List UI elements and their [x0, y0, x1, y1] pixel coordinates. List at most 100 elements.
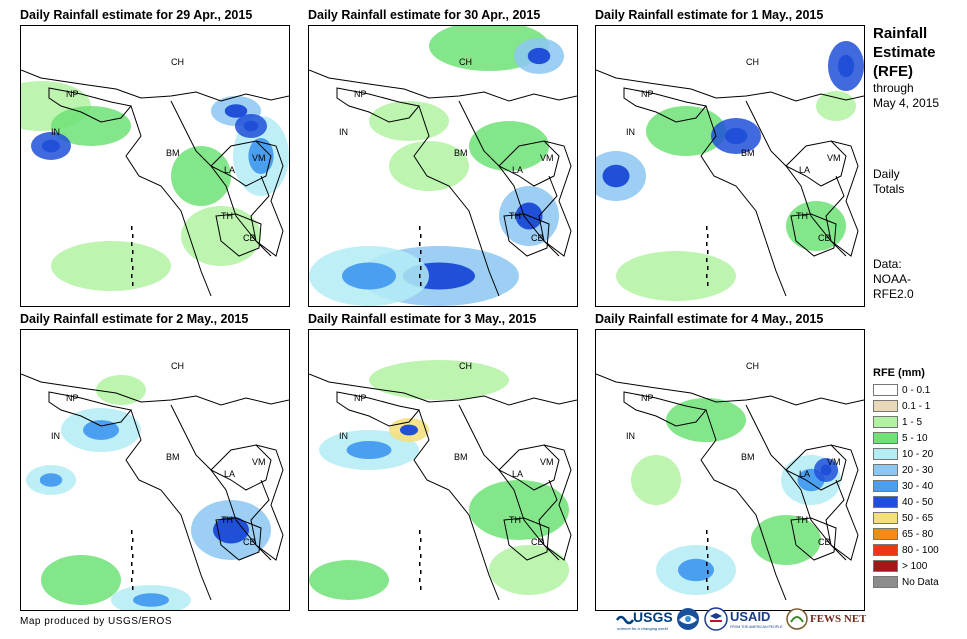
- panel-title: Daily Rainfall estimate for 3 May., 2015: [308, 312, 537, 326]
- country-label: NP: [66, 393, 79, 403]
- island: [706, 258, 708, 262]
- legend-swatch: [873, 512, 898, 524]
- panel-title: Daily Rainfall estimate for 29 Apr., 201…: [20, 8, 253, 22]
- island: [420, 250, 422, 254]
- legend-label: 20 - 30: [902, 464, 934, 476]
- country-label: NP: [641, 89, 654, 99]
- country-label: CB: [531, 537, 544, 547]
- country-label: TH: [509, 515, 521, 525]
- legend-swatch: [873, 576, 898, 588]
- fewsnet-logo: FEWS NET: [786, 606, 866, 632]
- country-border: [250, 140, 284, 257]
- country-label: IN: [51, 127, 60, 137]
- country-label: LA: [512, 469, 524, 479]
- legend-item: 5 - 10: [873, 431, 928, 445]
- legend-item: 0 - 0.1: [873, 383, 930, 397]
- country-border: [596, 373, 864, 406]
- country-border: [538, 444, 572, 561]
- island: [706, 530, 708, 534]
- country-border: [790, 517, 837, 561]
- country-border: [413, 105, 500, 297]
- rainfall-core: [400, 424, 418, 436]
- rainfall-map: CH NP IN BM LA VM TH CB: [20, 25, 290, 307]
- rainfall-area: [646, 106, 726, 156]
- country-border: [125, 105, 212, 297]
- svg-text:FEWS NET: FEWS NET: [810, 613, 866, 625]
- rainfall-area: [786, 201, 846, 251]
- panel-title: Daily Rainfall estimate for 30 Apr., 201…: [308, 8, 541, 22]
- side-title-line2: Estimate: [873, 44, 936, 61]
- country-border: [210, 444, 272, 491]
- through-line2: May 4, 2015: [873, 96, 940, 110]
- country-label: TH: [221, 211, 233, 221]
- country-border: [458, 100, 560, 257]
- rainfall-core: [83, 420, 119, 440]
- country-label: BM: [166, 452, 180, 462]
- side-title-line3: (RFE): [873, 63, 913, 80]
- rainfall-area: [389, 141, 469, 191]
- map-panel-2: Daily Rainfall estimate for 30 Apr., 201…: [308, 6, 598, 307]
- country-label: NP: [354, 89, 367, 99]
- country-label: VM: [540, 153, 554, 163]
- country-label: CB: [818, 233, 831, 243]
- country-label: CB: [818, 537, 831, 547]
- country-border: [48, 391, 132, 427]
- rainfall-area: [369, 360, 509, 400]
- island: [706, 226, 708, 230]
- island: [132, 570, 134, 574]
- country-border: [745, 404, 847, 561]
- country-label: CH: [746, 361, 759, 371]
- country-label: LA: [799, 165, 811, 175]
- panel-title: Daily Rainfall estimate for 4 May., 2015: [595, 312, 824, 326]
- map-panel-3: Daily Rainfall estimate for 1 May., 2015…: [595, 6, 885, 307]
- rainfall-core: [213, 516, 249, 544]
- island: [420, 282, 422, 286]
- legend-label: 50 - 65: [902, 512, 934, 524]
- country-border: [215, 213, 262, 257]
- island: [706, 274, 708, 278]
- legend-swatch: [873, 560, 898, 572]
- island: [419, 242, 421, 246]
- island: [420, 554, 422, 558]
- legend-title: RFE (mm): [873, 367, 925, 379]
- island: [131, 578, 133, 582]
- rainfall-core: [224, 104, 248, 118]
- country-border: [336, 87, 420, 123]
- country-label: TH: [796, 211, 808, 221]
- rainfall-area: [51, 241, 171, 291]
- island: [419, 546, 421, 550]
- rainfall-map: CH NP IN BM LA VM TH CB: [308, 25, 578, 307]
- country-label: IN: [626, 127, 635, 137]
- rainfall-core: [820, 464, 832, 476]
- country-label: TH: [509, 211, 521, 221]
- map-panel-4: Daily Rainfall estimate for 2 May., 2015…: [20, 310, 310, 611]
- rainfall-core: [342, 262, 396, 290]
- rainfall-core: [837, 54, 855, 78]
- legend-swatch: [873, 480, 898, 492]
- country-border: [413, 409, 500, 601]
- country-border: [309, 69, 577, 102]
- data-line3: RFE2.0: [873, 287, 914, 301]
- country-label: BM: [166, 148, 180, 158]
- panel-title: Daily Rainfall estimate for 2 May., 2015: [20, 312, 249, 326]
- svg-text:science for a changing world: science for a changing world: [617, 626, 668, 631]
- legend-label: 1 - 5: [902, 416, 923, 428]
- country-border: [48, 87, 132, 123]
- country-border: [170, 404, 272, 561]
- legend-label: No Data: [902, 576, 939, 588]
- island: [419, 578, 421, 582]
- legend-swatch: [873, 496, 898, 508]
- island: [707, 586, 709, 590]
- island: [706, 562, 708, 566]
- legend-item: 40 - 50: [873, 495, 933, 509]
- rainfall-area: [489, 545, 569, 595]
- country-border: [498, 140, 560, 187]
- legend-item: > 100: [873, 559, 927, 573]
- island: [132, 234, 134, 238]
- map-panel-5: Daily Rainfall estimate for 3 May., 2015…: [308, 310, 598, 611]
- country-label: NP: [66, 89, 79, 99]
- legend-label: > 100: [902, 560, 928, 572]
- country-border: [745, 100, 847, 257]
- legend-swatch: [873, 464, 898, 476]
- island: [420, 570, 422, 574]
